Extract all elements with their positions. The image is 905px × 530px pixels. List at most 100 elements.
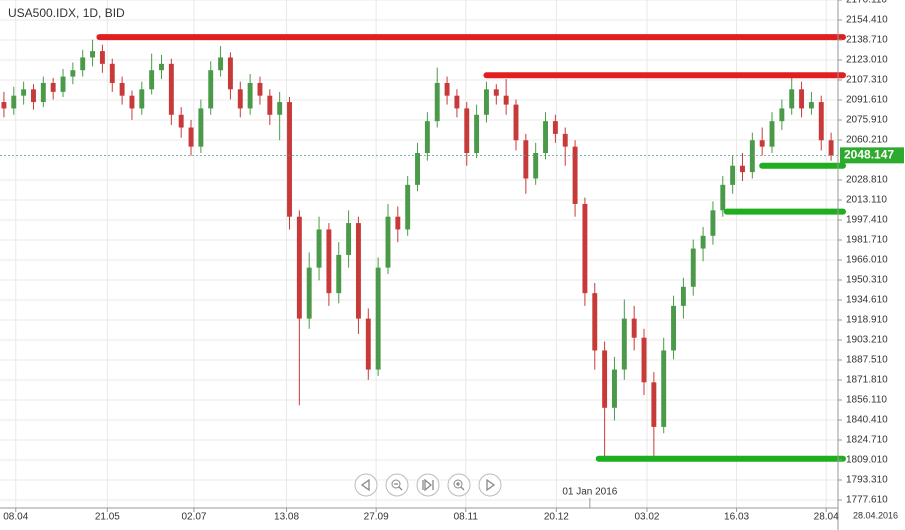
candle-body: [415, 153, 420, 185]
candle-body: [483, 89, 489, 115]
candle-body: [119, 82, 125, 96]
candle-body: [543, 121, 548, 154]
candle-body: [552, 121, 558, 134]
candle-body: [208, 70, 214, 109]
y-tick-label: 2028.810: [846, 175, 888, 186]
candle-body: [237, 89, 243, 109]
candle-body: [789, 89, 795, 109]
candle-body: [50, 82, 56, 92]
y-tick-label: 2060.210: [846, 135, 888, 146]
reset-button[interactable]: [416, 473, 440, 497]
chart-title: USA500.IDX, 1D, BID: [8, 6, 125, 20]
candle-body: [602, 350, 608, 408]
candle-body: [749, 140, 755, 173]
y-tick-label: 2154.410: [846, 15, 888, 26]
candle-body: [316, 229, 322, 268]
candle-body: [474, 114, 480, 154]
x-tick-label: 21.05: [95, 512, 120, 523]
scroll-left-button[interactable]: [354, 473, 378, 497]
candle-body: [582, 203, 588, 294]
candle-body: [493, 89, 499, 96]
y-tick-label: 1934.610: [846, 295, 888, 306]
y-tick-label: 1981.710: [846, 235, 888, 246]
axes: 2170.110 2154.410 2138.710 2123.010 2107.310…: [3, 0, 904, 523]
candle-body: [799, 89, 805, 109]
y-tick-label: 2170.110: [846, 0, 887, 6]
candle-body: [769, 121, 775, 147]
y-tick-label: 1966.010: [846, 255, 888, 266]
candle-body: [355, 223, 361, 319]
y-tick-label: 1950.310: [846, 275, 888, 286]
candle-body: [533, 153, 539, 179]
candle-body: [139, 89, 145, 109]
candle-body: [720, 184, 726, 211]
candle-body: [454, 95, 460, 109]
candle-body: [740, 165, 745, 173]
candle-body: [277, 102, 283, 115]
zoom-in-button[interactable]: [447, 473, 471, 497]
candle-body: [621, 318, 627, 370]
candle-body: [562, 133, 568, 147]
grid: [0, 0, 838, 508]
toolbar: [354, 473, 502, 497]
x-tick-label: 02.07: [181, 512, 206, 523]
x-tick-label: 27.09: [364, 512, 389, 523]
candle-body: [612, 369, 617, 408]
candle-body: [464, 108, 470, 154]
candle-body: [70, 70, 76, 77]
x-tick-label: 03.02: [634, 512, 659, 523]
candle-body: [444, 82, 450, 96]
candle-body: [680, 286, 686, 306]
candle-body: [178, 114, 184, 128]
candle-body: [109, 63, 115, 83]
candle-body: [671, 305, 677, 351]
y-tick-label: 2075.910: [846, 115, 888, 126]
y-tick-label: 2107.310: [846, 75, 888, 86]
end-date: 28.04.2016: [853, 510, 898, 520]
candle-body: [434, 82, 440, 122]
candle-body: [99, 51, 105, 64]
candle-body: [227, 57, 233, 90]
scroll-right-button[interactable]: [478, 473, 502, 497]
last-price-box: [840, 147, 904, 164]
candle-body: [375, 267, 381, 370]
candle-body: [21, 89, 27, 96]
candle-body: [700, 235, 706, 249]
y-tick-label: 2123.010: [846, 55, 888, 66]
zoom-out-button[interactable]: [385, 473, 409, 497]
candle-body: [631, 318, 637, 338]
candle-body: [424, 121, 430, 154]
plot: [0, 34, 846, 462]
candle-body: [513, 104, 519, 141]
candle-body: [572, 146, 578, 204]
y-tick-label: 1824.710: [846, 435, 888, 446]
y-tick-label: 1840.410: [846, 415, 888, 426]
y-tick-label: 1777.610: [846, 495, 888, 506]
candle-body: [267, 95, 273, 115]
y-tick-label: 2138.710: [846, 35, 888, 46]
x-tick-label: 08.11: [454, 512, 479, 523]
candle-body: [503, 95, 509, 105]
candle-body: [405, 184, 411, 230]
candle-body: [385, 216, 391, 268]
candle-body: [188, 127, 194, 147]
candle-body: [247, 82, 253, 109]
candle-body: [168, 63, 174, 115]
candle-body: [828, 140, 834, 156]
candle-body: [395, 216, 401, 230]
y-tick-label: 1871.810: [846, 375, 888, 386]
candle-body: [159, 63, 164, 71]
candle-body: [1, 102, 7, 109]
candle-body: [759, 140, 765, 147]
candle-body: [651, 382, 657, 427]
candle-body: [306, 267, 312, 319]
y-tick-label: 2013.110: [846, 195, 887, 206]
y-tick-label: 1918.910: [846, 315, 888, 326]
candle-body: [730, 165, 736, 185]
y-tick-label: 1997.410: [846, 215, 888, 226]
y-tick-label: 1903.210: [846, 335, 888, 346]
candle-body: [808, 102, 814, 109]
candle-body: [690, 248, 696, 287]
x-tick-label: 16.03: [724, 512, 749, 523]
